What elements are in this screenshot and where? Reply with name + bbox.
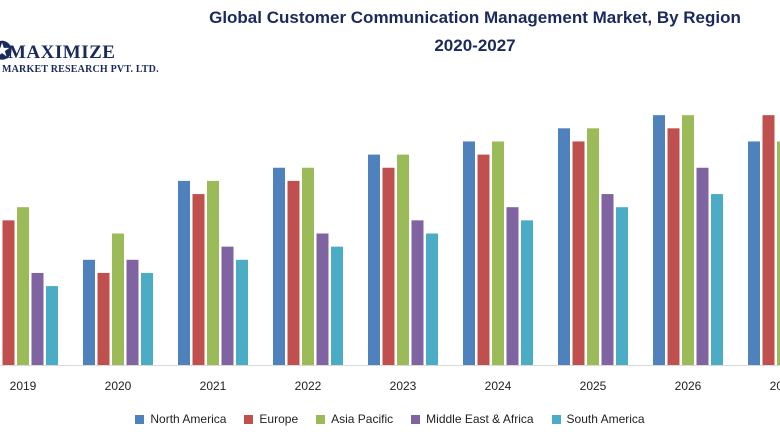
legend-label: North America [150,412,227,426]
legend-item-south-america: South America [551,412,645,426]
bar-south-america-2022 [331,246,343,365]
legend-item-europe: Europe [244,412,298,426]
bar-asia-pacific-2019 [17,207,29,365]
bar-europe-2026 [667,128,680,365]
chart-subtitle: 2020-2027 [434,36,516,55]
bar-middle-east-africa-2023 [411,220,424,365]
bar-south-america-2025 [616,207,628,365]
logo-emblem-icon: ✪ [0,39,13,65]
bar-middle-east-africa-2026 [696,167,709,365]
bar-middle-east-africa-2020 [126,259,139,365]
bar-south-america-2020 [141,272,153,365]
x-tick-label-2022: 2022 [295,379,322,393]
legend-label: Europe [259,412,299,426]
chart-title: Global Customer Communication Management… [209,8,741,27]
bar-europe-2023 [382,167,395,365]
bar-north-america-2022 [273,167,285,365]
bar-europe-2022 [287,180,300,365]
bar-south-america-2026 [711,194,723,365]
x-tick-label-2020: 2020 [105,379,132,393]
bar-north-america-2024 [463,141,475,365]
bar-asia-pacific-2021 [207,180,219,365]
bar-north-america-2020 [83,259,95,365]
bar-middle-east-africa-2019 [31,272,44,365]
bar-middle-east-africa-2025 [601,194,614,365]
bar-asia-pacific-2025 [587,128,599,365]
legend-swatch [316,414,326,424]
x-tick-label-2023: 2023 [390,379,417,393]
x-tick-label-2019: 2019 [10,379,37,393]
bar-asia-pacific-2020 [112,233,124,365]
legend-item-north-america: North America [135,412,226,426]
bar-asia-pacific-2022 [302,167,314,365]
bar-europe-2019 [2,220,15,365]
legend-swatch [244,414,254,424]
bar-north-america-2023 [368,154,380,365]
bar-south-america-2019 [46,286,58,365]
bar-middle-east-africa-2021 [221,246,234,365]
bar-asia-pacific-2023 [397,154,409,365]
x-tick-label-2025: 2025 [580,379,607,393]
bar-north-america-2026 [653,115,665,366]
bar-middle-east-africa-2024 [506,207,519,365]
legend-swatch [551,414,561,424]
bar-asia-pacific-2026 [682,115,694,366]
legend-label: Middle East & Africa [426,412,534,426]
bar-europe-2027 [762,115,775,366]
logo-subtitle: MARKET RESEARCH PVT. LTD. [2,64,159,75]
bar-north-america-2027 [748,141,760,365]
legend-label: Asia Pacific [331,412,394,426]
bar-south-america-2023 [426,233,438,365]
bar-middle-east-africa-2022 [316,233,329,365]
company-logo: ✪ MAXIMIZE MARKET RESEARCH PVT. LTD. [0,39,159,80]
bar-europe-2024 [477,154,490,365]
x-tick-label-2027: 2027 [770,379,780,393]
legend-label: South America [566,412,645,426]
bar-north-america-2021 [178,180,190,365]
legend-swatch [135,414,145,424]
bar-south-america-2024 [521,220,533,365]
chart-legend: North America Europe Asia Pacific Middle Ea… [0,412,780,426]
legend-swatch [411,414,421,424]
bar-south-america-2021 [236,259,248,365]
bar-north-america-2025 [558,128,570,365]
logo-name: MAXIMIZE [8,42,116,63]
x-tick-label-2021: 2021 [200,379,227,393]
bar-europe-2020 [97,272,110,365]
legend-item-middle-east-africa: Middle East & Africa [411,412,534,426]
x-tick-label-2024: 2024 [485,379,512,393]
bar-asia-pacific-2027 [777,141,780,365]
bar-europe-2025 [572,141,585,365]
x-tick-label-2026: 2026 [675,379,702,393]
bar-europe-2021 [192,194,205,365]
legend-item-asia-pacific: Asia Pacific [316,412,393,426]
bar-asia-pacific-2024 [492,141,504,365]
